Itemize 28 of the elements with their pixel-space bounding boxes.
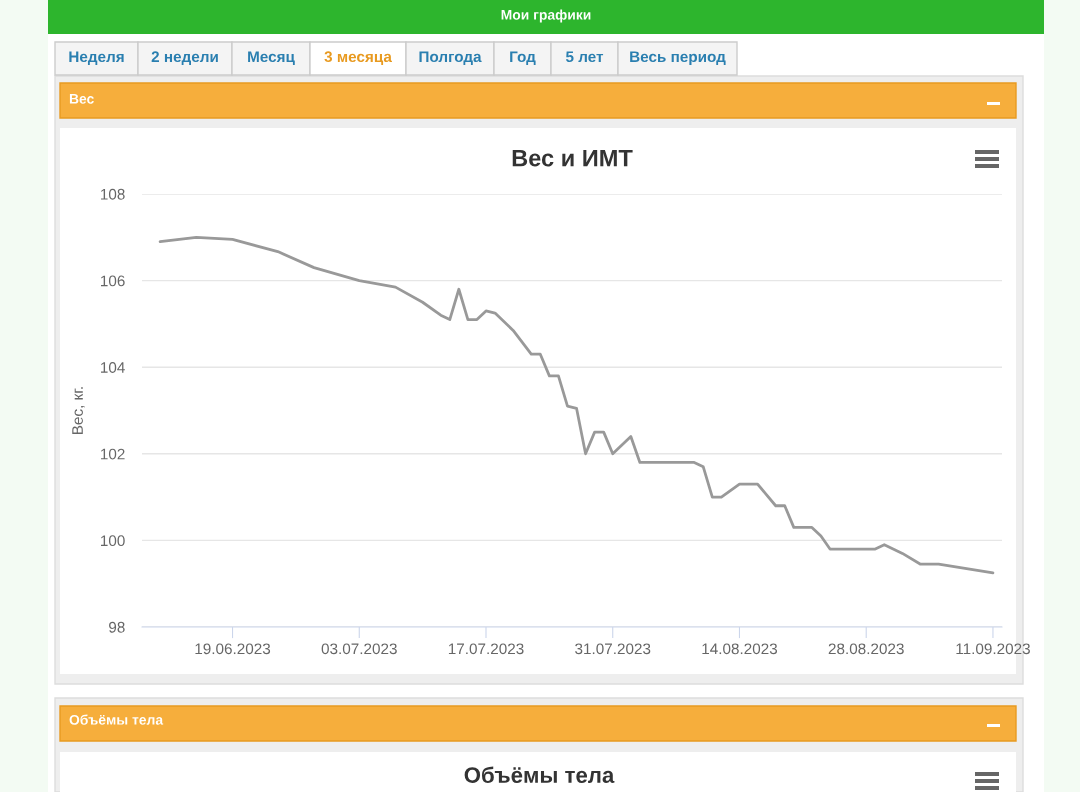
text: Мои графики: [501, 9, 591, 23]
y-axis-title: Вес, кг.: [72, 387, 85, 434]
y-tick-label: 98: [109, 621, 125, 633]
text: Весь период: [630, 51, 726, 66]
line-series: [158, 235, 995, 575]
text: 3 месяца: [324, 51, 393, 65]
x-tick-label: 11.09.2023: [956, 643, 1030, 655]
x-tick-label: 19.06.2023: [195, 643, 271, 655]
x-tick-label: 03.07.2023: [321, 643, 397, 655]
y-tick-label: 100: [101, 535, 125, 547]
y-tick-label: 106: [101, 275, 125, 287]
text: Вес: [69, 94, 94, 104]
text: Месяц: [248, 51, 295, 65]
x-tick-label: 28.08.2023: [828, 643, 904, 655]
x-tick-label: 17.07.2023: [448, 643, 524, 655]
text: Год: [510, 51, 536, 65]
text: 5 лет: [565, 51, 604, 63]
x-tick-label: 31.07.2023: [575, 643, 651, 655]
text: Объёмы тела: [464, 766, 615, 783]
text: 2 недели: [151, 51, 218, 65]
text: Объёмы тела: [69, 714, 164, 725]
y-tick-label: 104: [101, 362, 125, 373]
text: Полгода: [419, 51, 482, 65]
text: Неделя: [69, 51, 124, 65]
x-tick-label: 14.08.2023: [702, 643, 778, 655]
y-tick-label: 102: [101, 448, 125, 460]
y-tick-label: 108: [101, 188, 125, 200]
chart-title: Вес и ИМТ: [512, 149, 633, 167]
